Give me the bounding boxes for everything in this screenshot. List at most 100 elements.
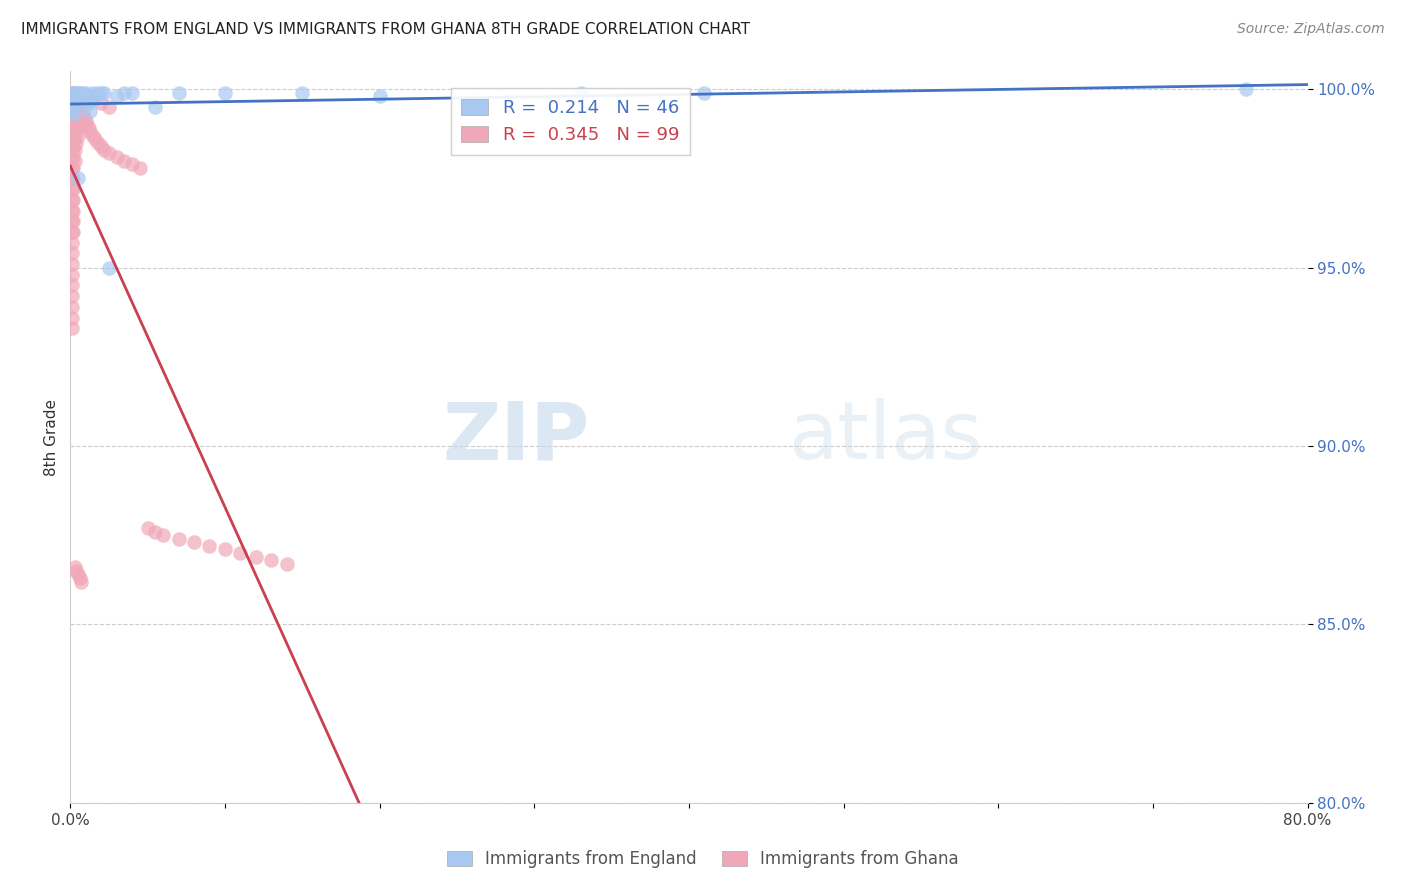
Point (63, 107, 86, 121)
Point (60, 300, 83, 314)
Point (62, 171, 84, 186)
Point (60, 321, 83, 335)
Point (93, 86, 115, 100)
Point (245, 549, 267, 564)
Point (98, 260, 120, 275)
Point (62, 93, 84, 107)
Point (98, 100, 120, 114)
Point (72, 107, 94, 121)
Point (79, 103, 101, 118)
Point (65, 136, 87, 150)
Point (60, 150, 83, 164)
Point (67, 89, 90, 103)
Point (63, 111, 86, 125)
Point (63, 89, 86, 103)
Legend: Immigrants from England, Immigrants from Ghana: Immigrants from England, Immigrants from… (440, 844, 966, 875)
Point (114, 86, 135, 100)
Point (82, 93, 105, 107)
Point (84, 132, 107, 146)
Point (67, 96, 90, 111)
Point (65, 86, 87, 100)
Point (63, 100, 86, 114)
Point (152, 528, 174, 542)
Point (214, 542, 236, 557)
Point (62, 128, 84, 143)
Point (60, 89, 83, 103)
Point (87, 86, 110, 100)
Point (183, 535, 205, 549)
Point (368, 89, 391, 103)
Point (105, 89, 128, 103)
Point (62, 139, 84, 153)
Point (63, 89, 86, 103)
Point (62, 100, 84, 114)
Point (67, 567, 90, 582)
Point (60, 128, 83, 143)
Point (145, 524, 166, 539)
Point (73, 96, 96, 111)
Point (73, 111, 96, 125)
Point (60, 93, 83, 107)
Point (60, 143, 83, 157)
Point (62, 150, 84, 164)
Point (60, 121, 83, 136)
Point (129, 161, 152, 175)
Point (569, 86, 592, 100)
Point (291, 86, 314, 100)
Point (62, 89, 84, 103)
Point (62, 203, 84, 218)
Point (65, 103, 87, 118)
Point (60, 268, 83, 282)
Point (82, 86, 105, 100)
Text: Source: ZipAtlas.com: Source: ZipAtlas.com (1237, 22, 1385, 37)
Point (63, 121, 86, 136)
Point (60, 100, 83, 114)
Point (70, 114, 93, 128)
Point (60, 225, 83, 239)
Point (84, 89, 107, 103)
Point (260, 553, 283, 567)
Point (69, 571, 91, 585)
Point (75, 114, 97, 128)
Point (90, 96, 112, 111)
Point (214, 86, 236, 100)
Point (60, 193, 83, 207)
Text: IMMIGRANTS FROM ENGLAND VS IMMIGRANTS FROM GHANA 8TH GRADE CORRELATION CHART: IMMIGRANTS FROM ENGLAND VS IMMIGRANTS FR… (21, 22, 749, 37)
Point (114, 153, 135, 168)
Point (60, 171, 83, 186)
Point (72, 89, 94, 103)
Point (105, 150, 128, 164)
Point (62, 107, 84, 121)
Point (65, 125, 87, 139)
Point (60, 235, 83, 250)
Point (121, 86, 143, 100)
Point (63, 132, 86, 146)
Point (198, 539, 221, 553)
Point (62, 214, 84, 228)
Point (75, 86, 97, 100)
Point (60, 278, 83, 293)
Point (65, 114, 87, 128)
Point (90, 86, 112, 100)
Point (67, 128, 90, 143)
Point (60, 107, 83, 121)
Point (62, 161, 84, 175)
Point (70, 574, 93, 589)
Point (65, 564, 87, 578)
Point (1234, 82, 1257, 96)
Point (60, 246, 83, 260)
Point (76, 89, 98, 103)
Point (70, 103, 93, 118)
Point (60, 89, 83, 103)
Point (62, 225, 84, 239)
Point (60, 257, 83, 271)
Point (98, 146, 120, 161)
Point (145, 100, 166, 114)
Point (63, 86, 86, 100)
Point (62, 86, 84, 100)
Point (90, 139, 112, 153)
Point (63, 143, 86, 157)
Point (167, 86, 190, 100)
Point (60, 100, 83, 114)
Point (69, 100, 91, 114)
